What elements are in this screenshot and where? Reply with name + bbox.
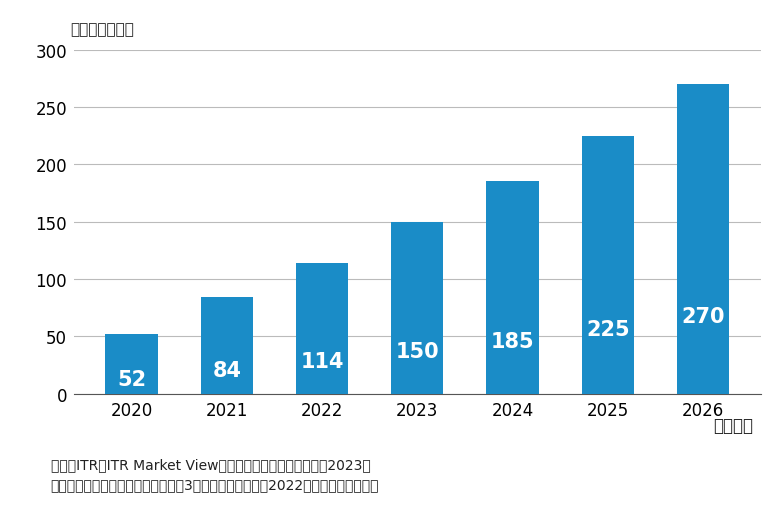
- Text: 185: 185: [491, 331, 534, 351]
- Text: 270: 270: [682, 307, 725, 327]
- Text: 225: 225: [586, 320, 629, 339]
- Bar: [105, 334, 158, 394]
- Bar: [296, 264, 348, 394]
- Text: ＊ベンダーの売上金額を対象とし、3月期ベースで換算。2022年度以降は予測値。: ＊ベンダーの売上金額を対象とし、3月期ベースで換算。2022年度以降は予測値。: [51, 477, 379, 491]
- Text: 150: 150: [395, 341, 439, 361]
- Text: 114: 114: [300, 351, 344, 371]
- Text: 52: 52: [117, 369, 146, 389]
- Text: （単位：億円）: （単位：億円）: [71, 22, 134, 37]
- Bar: [487, 182, 539, 394]
- Bar: [200, 298, 253, 394]
- Bar: [391, 222, 444, 394]
- Text: 84: 84: [212, 360, 241, 380]
- Bar: [677, 85, 729, 394]
- Bar: [582, 136, 634, 394]
- Text: （年度）: （年度）: [713, 417, 753, 435]
- Text: 出典：ITR『ITR Market View：人事・給与・就業管理市場2023』: 出典：ITR『ITR Market View：人事・給与・就業管理市場2023』: [51, 457, 370, 471]
